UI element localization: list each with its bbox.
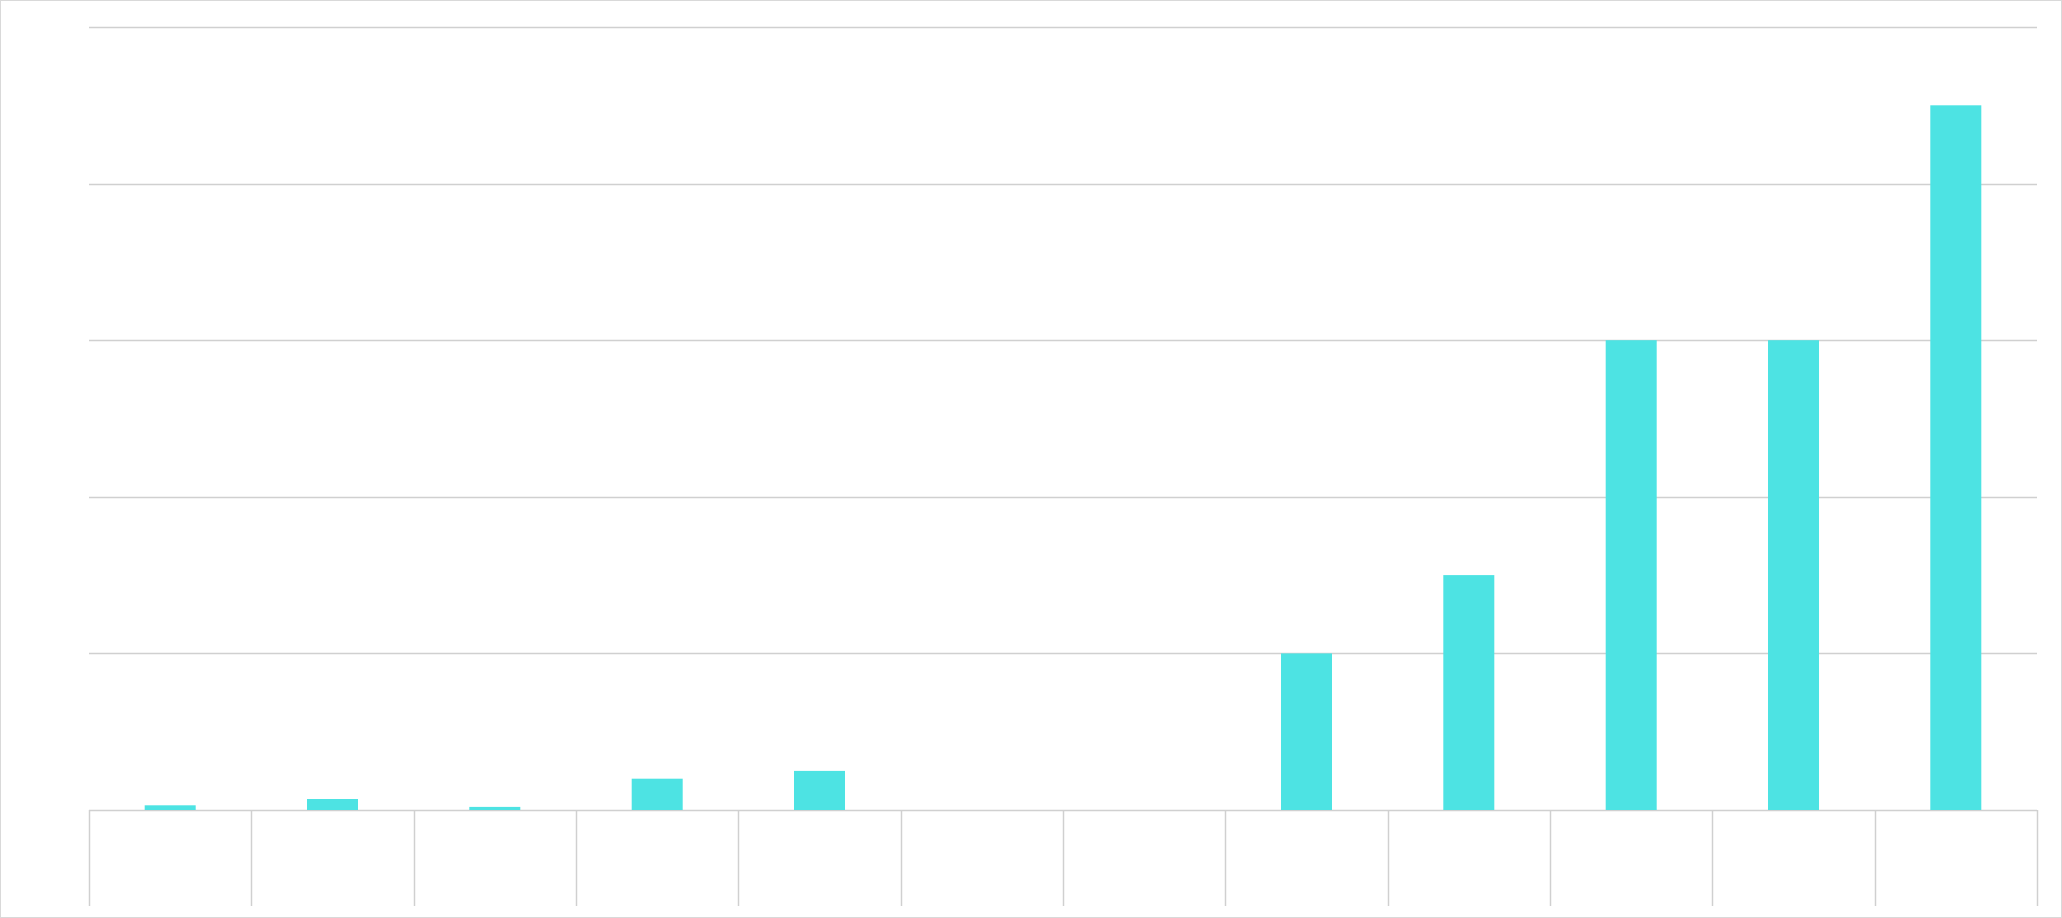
bar bbox=[1281, 653, 1332, 810]
bar bbox=[794, 770, 845, 810]
bar bbox=[1768, 340, 1819, 810]
bar bbox=[1605, 340, 1657, 810]
bar bbox=[307, 799, 358, 810]
bar bbox=[1930, 105, 1982, 811]
bar bbox=[1443, 575, 1495, 810]
bar bbox=[631, 778, 683, 810]
bar bbox=[144, 805, 196, 810]
bar bbox=[469, 806, 521, 810]
bars bbox=[144, 105, 1982, 811]
category-dividers bbox=[88, 810, 2039, 906]
gridlines bbox=[89, 26, 2037, 812]
